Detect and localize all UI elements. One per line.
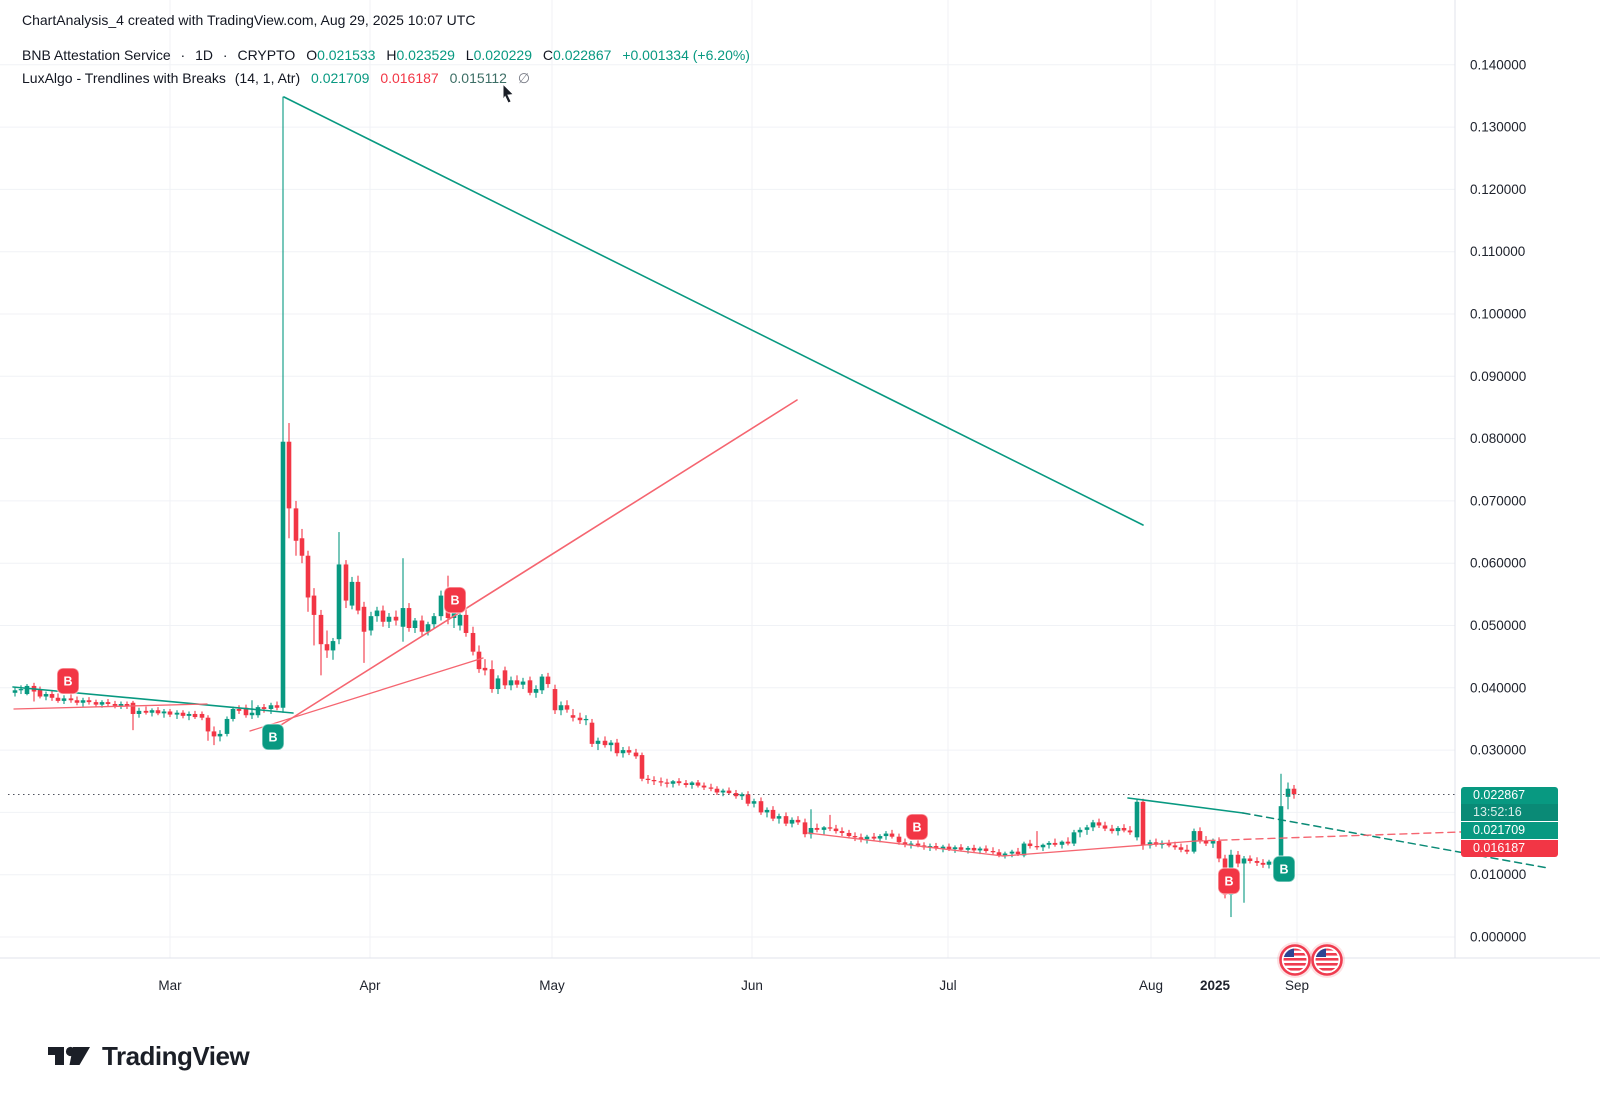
y-axis-label: 0.140000 <box>1470 57 1526 72</box>
bar-countdown-badge: 13:52:16 <box>1461 804 1558 821</box>
us-flag-icon[interactable] <box>1309 942 1345 978</box>
price-axis-labels[interactable]: 0.0000000.0100000.0200000.0300000.040000… <box>1470 57 1526 944</box>
mouse-cursor <box>502 82 515 104</box>
open-label: O <box>306 47 318 63</box>
svg-text:B: B <box>63 675 72 689</box>
svg-text:B: B <box>268 731 277 745</box>
y-axis-label: 0.040000 <box>1470 680 1526 695</box>
trendlines-layer <box>12 96 1549 869</box>
us-flag-icon[interactable] <box>1277 942 1313 978</box>
y-axis-label: 0.050000 <box>1470 618 1526 633</box>
svg-text:B: B <box>450 594 459 608</box>
indicator-name[interactable]: LuxAlgo - Trendlines with Breaks <box>22 70 226 86</box>
high-value: 0.023529 <box>396 47 455 63</box>
change-value: +0.001334 (+6.20%) <box>622 47 750 63</box>
symbol-legend[interactable]: BNB Attestation Service · 1D · CRYPTO O0… <box>22 47 750 63</box>
close-label: C <box>542 47 554 63</box>
open-value: 0.021533 <box>317 47 376 63</box>
indicator-avg-value: 0.015112 <box>449 70 507 86</box>
badge-divider <box>1461 839 1558 840</box>
x-axis-label: Aug <box>1139 978 1163 993</box>
indicator-legend[interactable]: LuxAlgo - Trendlines with Breaks (14, 1,… <box>22 70 530 87</box>
event-flags[interactable] <box>1277 942 1345 978</box>
lower-trendline-badge: 0.016187 <box>1461 840 1558 857</box>
y-axis-label: 0.000000 <box>1470 930 1526 945</box>
y-axis-label: 0.110000 <box>1470 244 1525 259</box>
x-axis-label: May <box>539 978 565 993</box>
high-label: H <box>386 47 397 63</box>
y-axis-label: 0.010000 <box>1470 867 1526 882</box>
symbol-name[interactable]: BNB Attestation Service <box>22 47 171 63</box>
x-axis-label: Jun <box>741 978 763 993</box>
axis-borders <box>0 0 1600 959</box>
y-axis-label: 0.030000 <box>1470 743 1526 758</box>
svg-text:B: B <box>912 821 921 835</box>
upper-trendline-badge: 0.021709 <box>1461 822 1558 839</box>
indicator-params: (14, 1, Atr) <box>234 70 301 86</box>
x-axis-label: Apr <box>359 978 381 993</box>
tradingview-logo-text: TradingView <box>102 1040 250 1071</box>
tradingview-logo[interactable]: TradingView <box>46 1040 250 1072</box>
y-axis-label: 0.100000 <box>1470 307 1526 322</box>
y-axis-label: 0.120000 <box>1470 182 1526 197</box>
low-value: 0.020229 <box>473 47 532 63</box>
exchange-label: CRYPTO <box>237 47 296 63</box>
x-axis-label: Jul <box>939 978 956 993</box>
trendline-break-marker: B <box>443 586 467 614</box>
interval-label[interactable]: 1D <box>195 47 213 63</box>
trendline-break-marker: B <box>56 667 80 695</box>
svg-text:B: B <box>1224 875 1233 889</box>
close-value: 0.022867 <box>553 47 612 63</box>
low-label: L <box>465 47 474 63</box>
trendline-break-marker: B <box>1272 855 1296 883</box>
break-markers: B B B B B B <box>56 586 1296 895</box>
x-axis-label: Sep <box>1285 978 1309 993</box>
x-axis-label: Mar <box>158 978 182 993</box>
empty-set-icon: ∅ <box>517 70 531 86</box>
svg-text:B: B <box>1279 863 1288 877</box>
y-axis-label: 0.080000 <box>1470 431 1526 446</box>
candles-layer <box>12 96 1297 918</box>
indicator-lower-value: 0.016187 <box>380 70 439 86</box>
trendline-break-marker: B <box>1217 867 1241 895</box>
indicator-upper-value: 0.021709 <box>311 70 370 86</box>
price-scale-badges: 0.022867 13:52:16 0.021709 0.016187 <box>1461 787 1558 857</box>
separator-dot: · <box>222 47 228 63</box>
trendline-break-marker: B <box>905 813 929 841</box>
chart-title: ChartAnalysis_4 created with TradingView… <box>22 12 476 28</box>
y-axis-label: 0.130000 <box>1470 120 1526 135</box>
y-axis-label: 0.090000 <box>1470 369 1526 384</box>
tradingview-logo-icon <box>48 1046 90 1065</box>
y-axis-label: 0.060000 <box>1470 556 1526 571</box>
current-price-badge: 0.022867 <box>1461 787 1558 804</box>
time-axis-labels[interactable]: Mar Apr May Jun Jul Aug 2025 Sep <box>158 978 1309 993</box>
x-axis-label: 2025 <box>1200 978 1231 993</box>
trendline-break-marker: B <box>261 723 285 751</box>
badge-divider <box>1461 821 1558 822</box>
y-axis-label: 0.070000 <box>1470 493 1526 508</box>
price-grid <box>0 0 1455 958</box>
separator-dot: · <box>180 47 186 63</box>
